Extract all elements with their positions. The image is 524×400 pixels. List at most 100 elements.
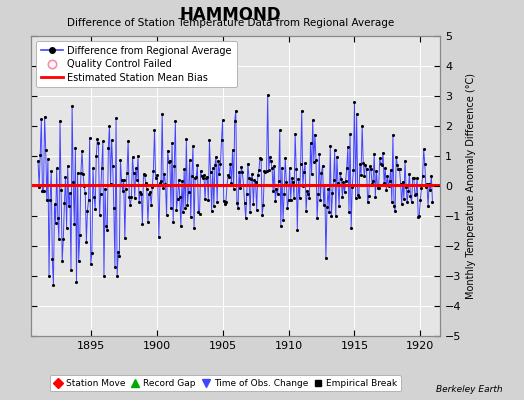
Point — [118, 188, 127, 194]
Point — [73, 170, 82, 176]
Point — [250, 176, 259, 183]
Point — [234, 205, 242, 211]
Point — [387, 166, 395, 173]
Point — [347, 225, 355, 231]
Point — [132, 165, 140, 172]
Point — [176, 194, 184, 200]
Point — [392, 154, 400, 160]
Point — [281, 155, 289, 162]
Point — [156, 180, 164, 187]
Point — [370, 151, 378, 157]
Point — [177, 223, 185, 229]
Point — [163, 148, 172, 154]
Point — [225, 174, 233, 180]
Point — [135, 199, 143, 206]
Point — [70, 221, 79, 228]
Point — [358, 123, 366, 129]
Point — [303, 188, 311, 194]
Point — [355, 194, 363, 200]
Point — [402, 184, 410, 190]
Point — [148, 184, 157, 190]
Point — [276, 127, 284, 133]
Point — [379, 150, 387, 156]
Point — [283, 205, 292, 211]
Point — [346, 131, 354, 138]
Point — [353, 111, 361, 117]
Legend: Station Move, Record Gap, Time of Obs. Change, Empirical Break: Station Move, Record Gap, Time of Obs. C… — [50, 375, 401, 392]
Point — [290, 195, 298, 202]
Point — [406, 193, 414, 200]
Point — [200, 172, 208, 178]
Point — [391, 208, 399, 214]
Point — [386, 178, 394, 184]
Point — [418, 173, 427, 179]
Point — [309, 117, 317, 123]
Point — [59, 236, 68, 242]
Point — [141, 179, 150, 186]
Point — [341, 189, 349, 195]
Point — [188, 173, 196, 180]
Point — [235, 169, 243, 176]
Point — [36, 152, 45, 158]
Point — [123, 170, 131, 176]
Point — [257, 156, 265, 162]
Point — [214, 158, 222, 164]
Point — [64, 202, 73, 209]
Point — [47, 168, 56, 174]
Point — [165, 158, 173, 165]
Point — [401, 158, 409, 164]
Point — [350, 99, 358, 105]
Text: Berkeley Earth: Berkeley Earth — [436, 385, 503, 394]
Point — [390, 203, 398, 210]
Point — [269, 187, 277, 194]
Point — [136, 189, 145, 195]
Point — [124, 138, 133, 144]
Point — [427, 173, 435, 179]
Point — [38, 188, 47, 194]
Point — [101, 186, 109, 192]
Point — [195, 210, 204, 217]
Point — [420, 146, 428, 153]
Point — [159, 185, 168, 191]
Point — [323, 204, 331, 210]
Point — [219, 117, 227, 123]
Point — [189, 143, 197, 149]
Point — [82, 238, 91, 245]
Point — [179, 209, 187, 216]
Point — [382, 187, 390, 194]
Point — [248, 171, 256, 178]
Point — [232, 108, 240, 114]
Point — [314, 191, 322, 198]
Point — [404, 188, 412, 194]
Point — [126, 202, 135, 208]
Point — [254, 172, 262, 178]
Point — [99, 138, 107, 144]
Point — [426, 187, 434, 193]
Point — [424, 203, 432, 210]
Point — [403, 199, 411, 206]
Point — [97, 164, 106, 171]
Point — [77, 170, 85, 176]
Point — [122, 186, 130, 192]
Point — [223, 182, 231, 188]
Point — [364, 199, 372, 206]
Point — [241, 200, 249, 206]
Point — [233, 200, 241, 206]
Point — [95, 212, 104, 219]
Point — [92, 153, 101, 160]
Point — [373, 185, 381, 191]
Point — [151, 175, 160, 181]
Point — [335, 203, 343, 209]
Point — [338, 194, 346, 200]
Point — [158, 110, 167, 117]
Point — [253, 206, 261, 213]
Point — [299, 183, 307, 189]
Point — [111, 264, 119, 270]
Point — [329, 190, 337, 196]
Point — [266, 154, 274, 160]
Point — [78, 148, 86, 154]
Point — [342, 178, 350, 184]
Point — [277, 223, 285, 229]
Point — [263, 168, 271, 175]
Point — [411, 192, 419, 198]
